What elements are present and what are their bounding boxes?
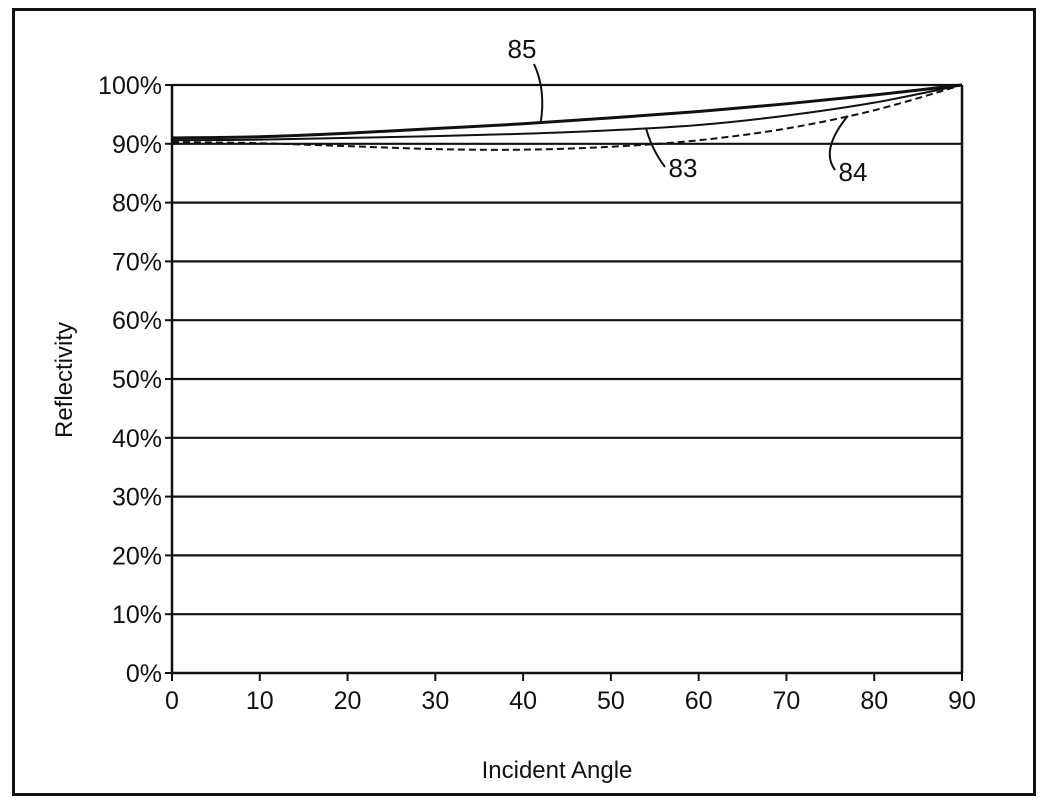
y-tick-label: 40% [112, 425, 162, 453]
x-tick-label: 0 [165, 687, 179, 715]
x-tick-label: 80 [860, 687, 888, 715]
series-line-85 [171, 83, 963, 140]
x-axis-title: Incident Angle [482, 757, 633, 784]
x-tick-label: 50 [597, 687, 625, 715]
y-tick-label: 70% [112, 248, 162, 276]
callout-label-84: 84 [839, 157, 868, 187]
x-tick-label: 30 [421, 687, 449, 715]
x-tick-label: 70 [773, 687, 801, 715]
y-tick-label: 90% [112, 131, 162, 159]
x-tick-label: 90 [948, 687, 976, 715]
series-line-84 [171, 84, 963, 151]
x-tick-label: 40 [509, 687, 537, 715]
callout-leader-84 [828, 115, 849, 171]
y-tick-label: 10% [112, 601, 162, 629]
x-tick-label: 60 [685, 687, 713, 715]
series-lines [171, 83, 963, 151]
callout-label-83: 83 [669, 153, 698, 183]
y-tick-label: 0% [126, 660, 162, 688]
x-tick-labels: 0 10 20 30 40 50 60 70 80 90 [165, 687, 976, 715]
gridlines [165, 83, 963, 681]
y-tick-labels: 0% 10% 20% 30% 40% 50% 60% 70% 80% 90% 100% [98, 72, 162, 688]
callout-leader-85 [533, 63, 544, 123]
reference-callouts: 85 83 84 [508, 34, 868, 187]
y-tick-label: 60% [112, 307, 162, 335]
series-line-83 [171, 84, 963, 142]
y-axis-title: Reflectivity [51, 322, 78, 438]
x-tick-label: 20 [334, 687, 362, 715]
y-tick-label: 100% [98, 72, 162, 100]
callout-label-85: 85 [508, 34, 537, 64]
y-tick-label: 50% [112, 366, 162, 394]
y-tick-label: 80% [112, 190, 162, 218]
axes [170, 85, 964, 675]
x-tick-label: 10 [246, 687, 274, 715]
y-tick-label: 30% [112, 484, 162, 512]
callout-leader-83 [645, 127, 666, 168]
y-tick-label: 20% [112, 542, 162, 570]
